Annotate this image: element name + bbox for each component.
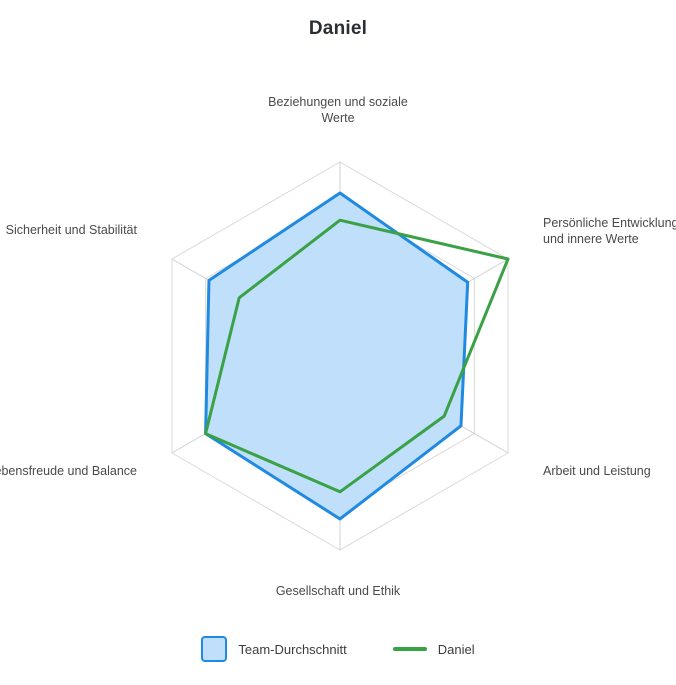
legend-item-daniel[interactable]: Daniel bbox=[392, 641, 475, 657]
legend-item-team-durchschnitt[interactable]: Team-Durchschnitt bbox=[201, 636, 347, 662]
axis-label-arbeit-und-leistung: Arbeit und Leistung bbox=[543, 464, 651, 478]
legend-swatch-line-icon bbox=[392, 647, 427, 651]
legend-label-team-durchschnitt: Team-Durchschnitt bbox=[238, 641, 347, 657]
axis-label-gesellschaft-und-ethik: Gesellschaft und Ethik bbox=[275, 584, 401, 598]
series-daniel bbox=[204, 218, 510, 494]
chart-legend: Team-Durchschnitt Daniel bbox=[0, 636, 676, 662]
legend-label-daniel: Daniel bbox=[437, 641, 475, 657]
series-polygon bbox=[204, 218, 510, 494]
axis-label-beziehungen-und-soziale-werte: Beziehungen und soziale Werte bbox=[268, 95, 408, 125]
axis-label-persoenliche-entwicklung-und-innere-werte: Persönliche Entwicklung und innere Werte bbox=[543, 216, 676, 246]
axis-label-lebensfreude-und-balance: Lebensfreude und Balance bbox=[0, 464, 137, 478]
axis-label-sicherheit-und-stabilitaet: Sicherheit und Stabilität bbox=[5, 223, 137, 237]
legend-swatch-square-icon bbox=[201, 636, 228, 662]
page-title: Daniel bbox=[308, 18, 368, 39]
